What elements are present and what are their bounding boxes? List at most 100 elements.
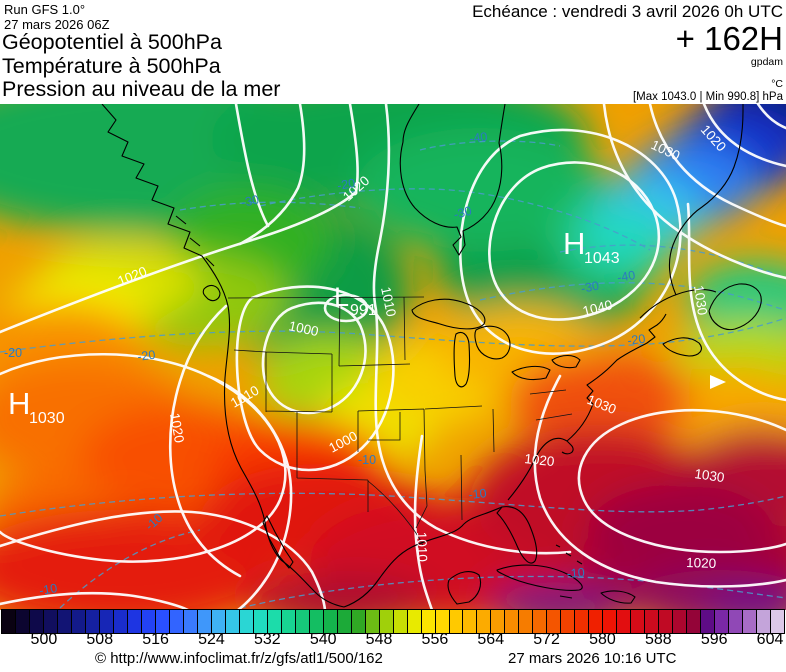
scale-cell xyxy=(196,610,211,633)
field-blobs xyxy=(0,104,786,610)
temperature-label: -10 xyxy=(566,565,585,581)
isobar-label: 1010 xyxy=(378,286,399,319)
temperature-label: -10 xyxy=(468,486,487,502)
scale-tick-label: 572 xyxy=(533,631,560,648)
scale-cell xyxy=(14,610,29,633)
scale-cell xyxy=(252,610,267,633)
state-borders xyxy=(227,296,573,547)
temperature-label: -20 xyxy=(336,176,356,193)
unit-gpdam: gpdam xyxy=(750,56,783,68)
scale-cell xyxy=(602,610,617,633)
temperature-label-layer: -20-20-30-40-30-30-40-20-10-10-10-10-10-… xyxy=(4,130,646,598)
map-titles: Géopotentiel à 500hPa Température à 500h… xyxy=(2,30,280,102)
scale-cell xyxy=(728,610,743,633)
scale-tick-label: 532 xyxy=(253,631,281,648)
scale-tick-label: 500 xyxy=(30,631,58,648)
forecast-info: Echéance : vendredi 3 avril 2026 0h UTC … xyxy=(472,2,783,104)
scale-cell xyxy=(406,610,421,633)
scale-cell xyxy=(364,610,379,633)
scale-tick-label: 540 xyxy=(309,631,337,648)
scale-cell xyxy=(42,610,57,633)
scale-cell xyxy=(2,610,15,633)
scale-cell xyxy=(154,610,169,633)
scale-cell xyxy=(490,610,505,633)
copyright-url: © http://www.infoclimat.fr/z/gfs/atl1/50… xyxy=(95,650,383,667)
scale-cell xyxy=(28,610,43,633)
isobar-label: 1030 xyxy=(694,466,726,485)
color-scale-ticks: 500 508 516 524 532 540 548 556 564 572 580 588 596 6… xyxy=(0,631,786,650)
unit-celsius: °C xyxy=(771,78,783,90)
scale-cell xyxy=(56,610,71,633)
isobar-label: 1040 xyxy=(581,297,614,319)
scale-cell xyxy=(336,610,351,633)
pressure-center-letter: H xyxy=(563,226,585,261)
isobar-label: 1010 xyxy=(414,532,430,563)
scale-cell xyxy=(238,610,253,633)
forecast-hour: + 162H xyxy=(675,20,783,57)
scale-tick-label: 508 xyxy=(86,631,114,648)
scale-tick-label: 556 xyxy=(421,631,449,648)
scale-tick-label: 596 xyxy=(700,631,728,648)
temperature-label: -30 xyxy=(452,204,473,222)
isobars xyxy=(0,104,786,610)
scale-cell xyxy=(462,610,477,633)
scale-cell xyxy=(434,610,449,633)
scale-cell xyxy=(168,610,183,633)
scale-cell xyxy=(546,610,561,633)
scale-cell xyxy=(756,610,771,633)
scale-tick-label: 604 xyxy=(756,631,784,648)
scale-cell xyxy=(322,610,337,633)
scale-cell xyxy=(518,610,533,633)
scale-cell xyxy=(588,610,603,633)
scale-tick-label: 524 xyxy=(198,631,225,648)
run-date: 27 mars 2026 06Z xyxy=(4,17,110,32)
scale-cell xyxy=(280,610,295,633)
scale-cell xyxy=(630,610,645,633)
scale-cell xyxy=(574,610,589,633)
footer: © http://www.infoclimat.fr/z/gfs/atl1/50… xyxy=(0,648,786,668)
scale-cell xyxy=(714,610,729,633)
scale-cell xyxy=(420,610,435,633)
isobar-label: 1020 xyxy=(167,412,187,444)
scale-cell xyxy=(686,610,701,633)
scale-cell xyxy=(98,610,113,633)
scale-tick-label: 548 xyxy=(365,631,393,648)
scale-cell xyxy=(84,610,99,633)
white-triangle-marker xyxy=(710,375,726,389)
temperature-label: -20 xyxy=(136,348,156,364)
pressure-center-letter: H xyxy=(8,386,30,421)
pressure-center-value: 991 xyxy=(350,302,377,319)
scale-cell xyxy=(210,610,225,633)
scale-cell xyxy=(378,610,393,633)
run-model: Run GFS 1.0° xyxy=(4,2,86,17)
scale-cell xyxy=(182,610,197,633)
scale-cell xyxy=(308,610,323,633)
weather-map: 1020103010301040102010201010100010101000… xyxy=(0,104,786,610)
title-geopotential: Géopotentiel à 500hPa xyxy=(2,30,222,54)
scale-cell xyxy=(672,610,687,633)
scale-cell xyxy=(476,610,491,633)
isobar-label: 1000 xyxy=(287,318,320,339)
pressure-center-letter: L xyxy=(334,282,349,312)
title-temperature: Température à 500hPa xyxy=(2,53,221,78)
temperature-label: -20 xyxy=(4,346,22,360)
scale-tick-label: 588 xyxy=(644,631,672,648)
isobar-label: 1030 xyxy=(691,284,710,316)
scale-cell xyxy=(700,610,715,633)
valid-time: Echéance : vendredi 3 avril 2026 0h UTC xyxy=(472,2,783,21)
isobar-label: 1020 xyxy=(524,451,555,469)
scale-cell xyxy=(504,610,519,633)
scale-cell xyxy=(126,610,141,633)
pressure-center-value: 1030 xyxy=(29,410,65,427)
run-info: Run GFS 1.0° 27 mars 2026 06Z xyxy=(4,2,110,32)
pressure-center-value: 1043 xyxy=(584,250,620,267)
scale-cell xyxy=(350,610,365,633)
scale-tick-label: 564 xyxy=(477,631,505,648)
scale-tick-label: 580 xyxy=(589,631,616,648)
generation-timestamp: 27 mars 2026 10:16 UTC xyxy=(508,650,677,667)
minmax-pressure: [Max 1043.0 | Min 990.8] hPa xyxy=(632,91,783,103)
scale-cell xyxy=(770,610,785,633)
isobar-label: 1020 xyxy=(686,555,717,571)
